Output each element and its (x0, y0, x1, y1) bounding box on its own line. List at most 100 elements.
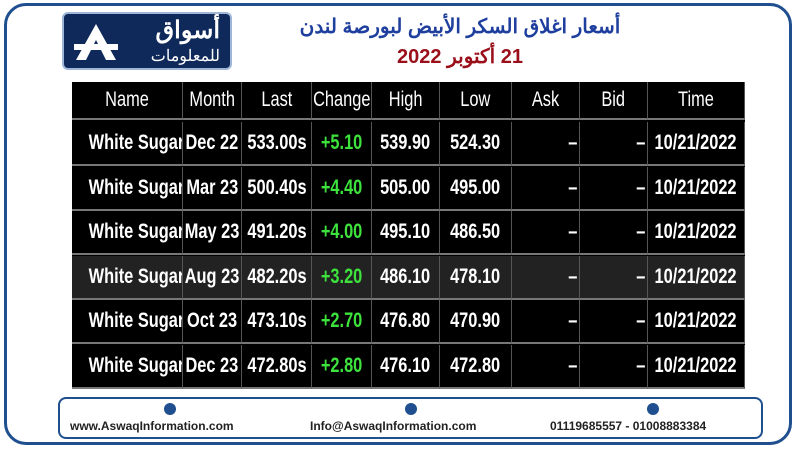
cell: – (580, 255, 648, 300)
cell-text: 524.30 (450, 131, 501, 154)
cell-text: – (636, 353, 646, 377)
data-row: White Sugar #5Mar 23 500.40s +4.40 505.00 49… (72, 166, 745, 211)
cell: – (512, 211, 580, 255)
column-header: Bid (580, 82, 648, 120)
cell: 10/21/2022 (648, 344, 745, 389)
cell-text: May 23 (184, 220, 240, 243)
cell: 472.80 (440, 344, 512, 389)
cell-text: Month (189, 88, 235, 111)
cell: White Sugar #5 (72, 300, 183, 344)
phone: 01119685557 - 01008883384 (550, 419, 707, 433)
cell-text: Mar 23 (186, 175, 238, 199)
cell-text: +4.40 (320, 175, 363, 199)
cell: Dec 23 (183, 344, 242, 389)
cell-text: – (568, 131, 578, 154)
column-header: Name (72, 82, 183, 120)
cell-text: White Sugar #5 (88, 220, 183, 243)
cell-text: 486.50 (450, 220, 501, 243)
logo: أسواق للمعلومات (62, 12, 232, 70)
cell-text: White Sugar #5 (88, 264, 183, 288)
cell: 470.90 (440, 300, 512, 344)
cell-text: +2.70 (320, 309, 363, 332)
cell-text: 500.40s (246, 175, 307, 199)
cell: 524.30 (440, 122, 512, 166)
cell: 472.80s (242, 344, 312, 389)
cell-text: Dec 22 (185, 131, 239, 154)
header-row: Name Month Last Change High Low Ask Bid Time (72, 82, 745, 120)
cell: – (512, 344, 580, 389)
cell-text: 473.10s (246, 309, 307, 332)
data-row: White Sugar #5Oct 23 473.10s +2.70 476.80 47… (72, 300, 745, 344)
cell-text: 482.20s (246, 264, 307, 288)
cell-text: 495.10 (380, 220, 431, 243)
cell-text: +4.00 (320, 220, 363, 243)
cell-text: – (568, 175, 578, 199)
cell: 539.90 (372, 122, 440, 166)
cell-text: White Sugar #5 (88, 131, 183, 154)
table: Name Month Last Change High Low Ask Bid Time Whit… (72, 82, 745, 389)
cell: +3.20 (312, 255, 372, 300)
email: Info@AswaqInformation.com (310, 419, 477, 433)
cell: 495.00 (440, 166, 512, 211)
cell-text: 486.10 (380, 264, 431, 288)
cell: – (580, 300, 648, 344)
cell: – (512, 255, 580, 300)
cell: +2.70 (312, 300, 372, 344)
cell: 10/21/2022 (648, 166, 745, 211)
cell-text: White Sugar #5 (88, 175, 183, 199)
cell-text: – (568, 353, 578, 377)
column-header: Change (312, 82, 372, 120)
cell-text: – (636, 175, 646, 199)
cell-text: – (636, 220, 646, 243)
cell-text: Name (105, 88, 149, 111)
cell: +4.00 (312, 211, 372, 255)
date: 21 أكتوبر 2022 (397, 46, 523, 68)
cell-text: Bid (601, 88, 626, 111)
cell: Aug 23 (183, 255, 242, 300)
cell: – (512, 300, 580, 344)
cell: 505.00 (372, 166, 440, 211)
cell: 500.40s (242, 166, 312, 211)
cell-text: High (388, 88, 423, 111)
cell: White Sugar #5 (72, 166, 183, 211)
phone-icon (647, 403, 659, 415)
cell: 478.10 (440, 255, 512, 300)
cell-text: 476.10 (380, 353, 431, 377)
cell-text: 10/21/2022 (655, 131, 738, 154)
cell-text: 10/21/2022 (655, 175, 738, 199)
logo-name: أسواق (155, 17, 220, 44)
data-row: White Sugar #5Dec 23 472.80s +2.80 476.10 47… (72, 344, 745, 389)
cell-text: 10/21/2022 (655, 353, 738, 377)
cell: 10/21/2022 (648, 211, 745, 255)
column-header: High (372, 82, 440, 120)
title: أسعار اغلاق السكر الأبيض لبورصة لندن (299, 16, 621, 38)
website: www.AswaqInformation.com (70, 419, 234, 433)
cell-text: +5.10 (320, 131, 363, 154)
cell-text: 472.80s (246, 353, 307, 377)
cell-text: 495.00 (450, 175, 501, 199)
cell-text: 476.80 (380, 309, 431, 332)
cell-text: 491.20s (246, 220, 307, 243)
cell-text: – (636, 264, 646, 288)
footer: www.AswaqInformation.com Info@AswaqInfor… (58, 397, 763, 439)
cell-text: Dec 23 (185, 353, 239, 377)
cell-text: Oct 23 (186, 309, 238, 332)
cell: 10/21/2022 (648, 255, 745, 300)
cell: White Sugar #5 (72, 122, 183, 166)
cell-text: +3.20 (320, 264, 363, 288)
cell: 491.20s (242, 211, 312, 255)
cell-text: Change (312, 88, 371, 111)
cell-text: Time (678, 88, 714, 111)
cell-text: – (568, 309, 578, 332)
cell: White Sugar #5 (72, 344, 183, 389)
cell-text: 478.10 (450, 264, 501, 288)
column-header: Ask (512, 82, 580, 120)
cell-text: 470.90 (450, 309, 501, 332)
cell: Dec 22 (183, 122, 242, 166)
data-row: White Sugar #5Dec 22 533.00s +5.10 539.90 52… (72, 122, 745, 166)
cell: 476.10 (372, 344, 440, 389)
cell: Oct 23 (183, 300, 242, 344)
cell-text: White Sugar #5 (88, 309, 183, 332)
cell-text: +2.80 (320, 353, 363, 377)
